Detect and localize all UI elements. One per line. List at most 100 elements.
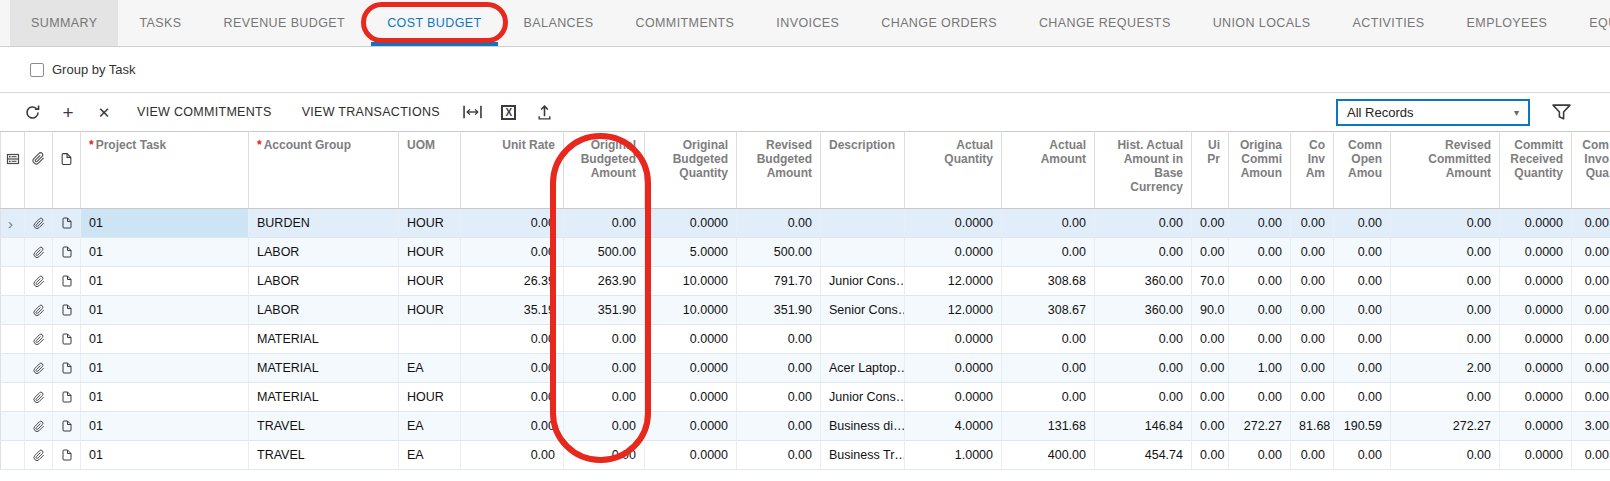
- attachment-cell[interactable]: [25, 325, 53, 354]
- cell-committed_received_quantity[interactable]: 0.0000: [1500, 412, 1572, 441]
- tab-invoices[interactable]: INVOICES: [755, 0, 860, 46]
- column-header-committed-invoiced-amount[interactable]: Co Inv Am: [1291, 132, 1334, 209]
- table-row[interactable]: 01LABORHOUR35.19351.9010.0000351.90Senio…: [1, 296, 1610, 325]
- cell-account_group[interactable]: MATERIAL: [249, 325, 399, 354]
- cell-project_task[interactable]: 01: [81, 354, 249, 383]
- cell-committed_open_amount[interactable]: 0.00: [1334, 238, 1391, 267]
- cell-original_committed_amount[interactable]: 0.00: [1229, 383, 1291, 412]
- column-header-committed-received-quantity[interactable]: Committ Received Quantity: [1500, 132, 1572, 209]
- cell-committed_invoiced_amount[interactable]: 0.00: [1291, 383, 1334, 412]
- cell-original_budgeted_quantity[interactable]: 0.0000: [645, 325, 737, 354]
- cell-revised_budgeted_amount[interactable]: 791.70: [737, 267, 821, 296]
- cell-original_budgeted_amount[interactable]: 0.00: [564, 209, 645, 238]
- cell-account_group[interactable]: LABOR: [249, 296, 399, 325]
- cell-committed_invoiced_quantity[interactable]: 0.00: [1572, 383, 1610, 412]
- cell-description[interactable]: Business di…: [821, 412, 905, 441]
- column-header-unit-price[interactable]: Ui Pr: [1192, 132, 1229, 209]
- column-header-original-budgeted-quantity[interactable]: Original Budgeted Quantity: [645, 132, 737, 209]
- cell-description[interactable]: Acer Laptop…: [821, 354, 905, 383]
- cell-unit_rate[interactable]: 0.00: [461, 209, 564, 238]
- cell-actual_amount[interactable]: 0.00: [1002, 383, 1095, 412]
- table-row[interactable]: 01LABORHOUR0.00500.005.0000500.000.00000…: [1, 238, 1610, 267]
- column-header-description[interactable]: Description: [821, 132, 905, 209]
- cell-original_budgeted_amount[interactable]: 0.00: [564, 441, 645, 470]
- tab-summary[interactable]: SUMMARY: [10, 0, 118, 46]
- cell-project_task[interactable]: 01: [81, 238, 249, 267]
- cell-hist_actual_amount_in_base_currency[interactable]: 0.00: [1095, 354, 1192, 383]
- attachment-cell[interactable]: [25, 296, 53, 325]
- note-cell[interactable]: [53, 412, 81, 441]
- table-row[interactable]: › 01BURDENHOUR0.000.000.00000.000.00000.…: [1, 209, 1610, 238]
- table-row[interactable]: 01MATERIAL0.000.000.00000.000.00000.000.…: [1, 325, 1610, 354]
- cell-committed_invoiced_quantity[interactable]: 0.00: [1572, 209, 1610, 238]
- cell-actual_amount[interactable]: 0.00: [1002, 238, 1095, 267]
- row-settings-column-header[interactable]: [1, 132, 25, 209]
- cell-unit_price[interactable]: 0.00: [1192, 325, 1229, 354]
- cell-committed_invoiced_quantity[interactable]: 0.00: [1572, 267, 1610, 296]
- cell-actual_quantity[interactable]: 0.0000: [905, 325, 1002, 354]
- cell-original_budgeted_amount[interactable]: 0.00: [564, 412, 645, 441]
- row-selector-cell[interactable]: ›: [1, 209, 25, 238]
- cell-original_committed_amount[interactable]: 0.00: [1229, 441, 1291, 470]
- column-header-revised-committed-amount[interactable]: Revised Committed Amount: [1391, 132, 1500, 209]
- cell-actual_amount[interactable]: 0.00: [1002, 354, 1095, 383]
- column-header-committed-open-amount[interactable]: Comn Open Amou: [1334, 132, 1391, 209]
- cell-hist_actual_amount_in_base_currency[interactable]: 360.00: [1095, 296, 1192, 325]
- cell-original_committed_amount[interactable]: 0.00: [1229, 238, 1291, 267]
- cell-original_budgeted_quantity[interactable]: 0.0000: [645, 441, 737, 470]
- group-by-task-checkbox[interactable]: [30, 63, 44, 77]
- cell-revised_committed_amount[interactable]: 0.00: [1391, 238, 1500, 267]
- row-selector-cell[interactable]: [1, 354, 25, 383]
- cell-revised_budgeted_amount[interactable]: 351.90: [737, 296, 821, 325]
- cell-committed_invoiced_amount[interactable]: 0.00: [1291, 354, 1334, 383]
- attachment-cell[interactable]: [25, 209, 53, 238]
- attachment-cell[interactable]: [25, 441, 53, 470]
- cell-hist_actual_amount_in_base_currency[interactable]: 0.00: [1095, 325, 1192, 354]
- cell-original_budgeted_quantity[interactable]: 0.0000: [645, 383, 737, 412]
- cell-revised_budgeted_amount[interactable]: 0.00: [737, 441, 821, 470]
- cell-committed_received_quantity[interactable]: 0.0000: [1500, 354, 1572, 383]
- cell-hist_actual_amount_in_base_currency[interactable]: 0.00: [1095, 238, 1192, 267]
- cell-project_task[interactable]: 01: [81, 209, 249, 238]
- column-header-original-budgeted-amount[interactable]: Original Budgeted Amount: [564, 132, 645, 209]
- note-cell[interactable]: [53, 441, 81, 470]
- cell-committed_received_quantity[interactable]: 0.0000: [1500, 238, 1572, 267]
- cell-committed_open_amount[interactable]: 0.00: [1334, 267, 1391, 296]
- cell-actual_amount[interactable]: 308.67: [1002, 296, 1095, 325]
- cell-original_budgeted_quantity[interactable]: 0.0000: [645, 412, 737, 441]
- cell-uom[interactable]: HOUR: [399, 238, 461, 267]
- cell-original_budgeted_amount[interactable]: 0.00: [564, 383, 645, 412]
- cell-account_group[interactable]: MATERIAL: [249, 383, 399, 412]
- cell-uom[interactable]: HOUR: [399, 296, 461, 325]
- cell-committed_received_quantity[interactable]: 0.0000: [1500, 209, 1572, 238]
- cell-committed_open_amount[interactable]: 0.00: [1334, 354, 1391, 383]
- row-selector-cell[interactable]: [1, 238, 25, 267]
- cell-actual_quantity[interactable]: 0.0000: [905, 209, 1002, 238]
- cell-unit_rate[interactable]: 0.00: [461, 325, 564, 354]
- filter-settings-button[interactable]: [1546, 97, 1576, 127]
- cell-unit_price[interactable]: 0.00: [1192, 412, 1229, 441]
- table-row[interactable]: 01TRAVELEA0.000.000.00000.00Business Tr……: [1, 441, 1610, 470]
- attachment-cell[interactable]: [25, 267, 53, 296]
- cell-unit_price[interactable]: 0.00: [1192, 383, 1229, 412]
- cell-committed_received_quantity[interactable]: 0.0000: [1500, 383, 1572, 412]
- view-commitments-button[interactable]: VIEW COMMITMENTS: [122, 97, 287, 127]
- cell-original_budgeted_amount[interactable]: 500.00: [564, 238, 645, 267]
- cell-original_budgeted_amount[interactable]: 0.00: [564, 354, 645, 383]
- note-cell[interactable]: [53, 267, 81, 296]
- column-header-actual-quantity[interactable]: Actual Quantity: [905, 132, 1002, 209]
- fit-width-button[interactable]: [455, 97, 491, 127]
- cell-hist_actual_amount_in_base_currency[interactable]: 146.84: [1095, 412, 1192, 441]
- table-row[interactable]: 01MATERIALHOUR0.000.000.00000.00Junior C…: [1, 383, 1610, 412]
- cell-uom[interactable]: EA: [399, 412, 461, 441]
- attachment-cell[interactable]: [25, 238, 53, 267]
- delete-row-button[interactable]: ✕: [86, 97, 122, 127]
- cell-hist_actual_amount_in_base_currency[interactable]: 454.74: [1095, 441, 1192, 470]
- cell-revised_committed_amount[interactable]: 0.00: [1391, 296, 1500, 325]
- cell-committed_invoiced_quantity[interactable]: 0.00: [1572, 354, 1610, 383]
- view-transactions-button[interactable]: VIEW TRANSACTIONS: [287, 97, 455, 127]
- cell-original_committed_amount[interactable]: 0.00: [1229, 296, 1291, 325]
- cell-committed_received_quantity[interactable]: 0.0000: [1500, 325, 1572, 354]
- cell-committed_invoiced_amount[interactable]: 0.00: [1291, 441, 1334, 470]
- cell-unit_rate[interactable]: 26.39: [461, 267, 564, 296]
